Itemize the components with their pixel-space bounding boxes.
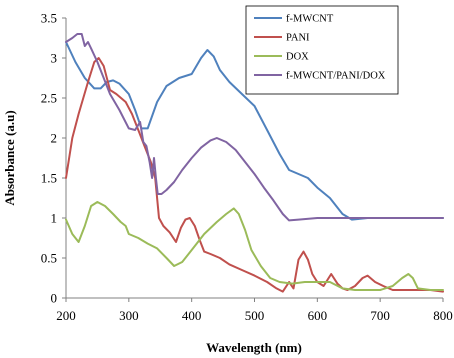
legend-label-pani: PANI — [286, 33, 310, 44]
y-tick-label: 3.5 — [41, 11, 57, 26]
y-tick-labels: 0 0.5 1 1.5 2 2.5 3 3.5 — [41, 11, 57, 306]
y-tick-label: 0 — [51, 291, 58, 306]
x-tick-label: 500 — [245, 308, 265, 323]
x-tick-labels: 200 300 400 500 600 700 800 — [56, 308, 453, 323]
y-tick-label: 3 — [51, 51, 58, 66]
y-tick-label: 0.5 — [41, 251, 57, 266]
legend-label-dox: DOX — [286, 52, 309, 63]
y-tick-label: 2.5 — [41, 91, 57, 106]
x-axis-title: Wavelength (nm) — [206, 340, 302, 355]
y-axis: 0 0.5 1 1.5 2 2.5 3 3.5 — [41, 11, 67, 306]
x-tick-label: 300 — [119, 308, 139, 323]
series-line-dox — [65, 201, 444, 291]
legend-label-f-mwcnt: f-MWCNT — [286, 14, 334, 25]
x-tick-label: 400 — [182, 308, 202, 323]
series-line-f-mwcnt — [65, 41, 444, 221]
legend: f-MWCNT PANI DOX f-MWCNT/PANI/DOX — [245, 5, 399, 95]
legend-items: f-MWCNT PANI DOX f-MWCNT/PANI/DOX — [254, 14, 386, 82]
series-lines — [65, 33, 444, 293]
x-tick-label: 200 — [56, 308, 76, 323]
y-tick-label: 2 — [51, 131, 58, 146]
legend-label-f-mwcnt-pani-dox: f-MWCNT/PANI/DOX — [286, 71, 386, 82]
x-tick-marks — [65, 298, 444, 302]
y-tick-label: 1 — [51, 211, 58, 226]
y-tick-label: 1.5 — [41, 171, 57, 186]
series-line-f-mwcnt-pani-dox — [65, 33, 444, 222]
legend-box — [245, 5, 399, 95]
y-axis-title: Absorbance (a.u) — [2, 110, 17, 205]
x-tick-label: 800 — [433, 308, 453, 323]
y-tick-marks — [62, 17, 66, 299]
x-tick-label: 700 — [370, 308, 390, 323]
x-axis: 200 300 400 500 600 700 800 — [56, 297, 453, 323]
x-tick-label: 600 — [308, 308, 328, 323]
series-line-pani — [65, 57, 444, 293]
